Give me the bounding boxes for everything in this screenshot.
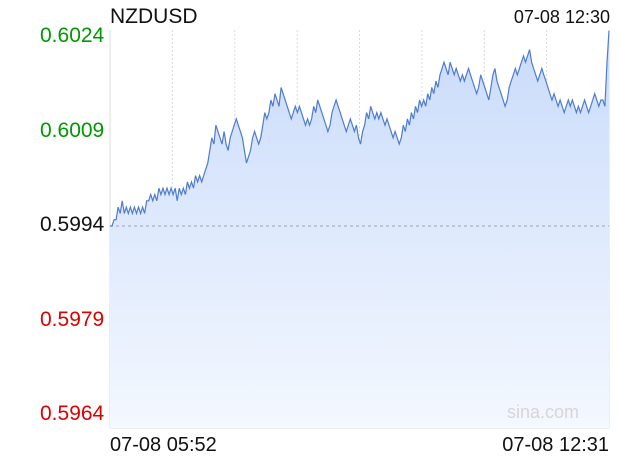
y-tick-label: 0.5994 [40, 213, 105, 236]
watermark: sina.com [507, 402, 580, 422]
x-tick-label: 07-08 12:31 [502, 434, 609, 456]
x-tick-label: 07-08 05:52 [110, 434, 217, 456]
last-update-timestamp: 07-08 12:30 [513, 7, 610, 27]
y-tick-label: 0.5979 [40, 307, 105, 331]
y-tick-label: 0.6009 [40, 118, 105, 142]
y-tick-label: 0.6024 [40, 24, 105, 47]
price-area-fill [110, 30, 609, 428]
chart-title: NZDUSD [110, 5, 198, 28]
y-tick-label: 0.5964 [40, 402, 105, 425]
price-line [110, 30, 610, 227]
